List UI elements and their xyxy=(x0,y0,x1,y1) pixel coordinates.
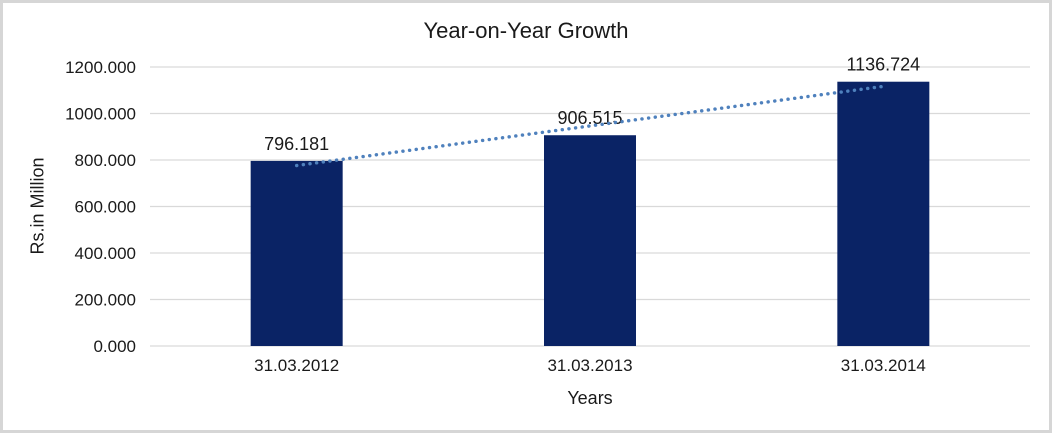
y-tick-label: 200.000 xyxy=(75,291,136,310)
y-tick-label: 1000.000 xyxy=(65,105,136,124)
bar xyxy=(544,135,636,346)
x-category-label: 31.03.2012 xyxy=(254,356,339,375)
bar xyxy=(250,160,343,346)
trendline xyxy=(294,84,886,168)
x-category-label: 31.03.2014 xyxy=(841,356,926,375)
y-tick-label: 0.000 xyxy=(93,337,136,356)
bar xyxy=(837,81,930,346)
x-category-label: 31.03.2013 xyxy=(547,356,632,375)
bar-value-label: 796.181 xyxy=(264,134,329,154)
y-tick-label: 400.000 xyxy=(75,244,136,263)
bar-value-label: 906.515 xyxy=(557,108,622,128)
y-tick-label: 800.000 xyxy=(75,151,136,170)
y-tick-label: 1200.000 xyxy=(65,58,136,77)
chart-title: Year-on-Year Growth xyxy=(423,18,629,43)
y-tick-label: 600.000 xyxy=(75,198,136,217)
y-axis-title: Rs.in Million xyxy=(27,157,48,255)
x-axis-title: Years xyxy=(567,388,613,408)
bar-value-label: 1136.724 xyxy=(846,55,920,75)
